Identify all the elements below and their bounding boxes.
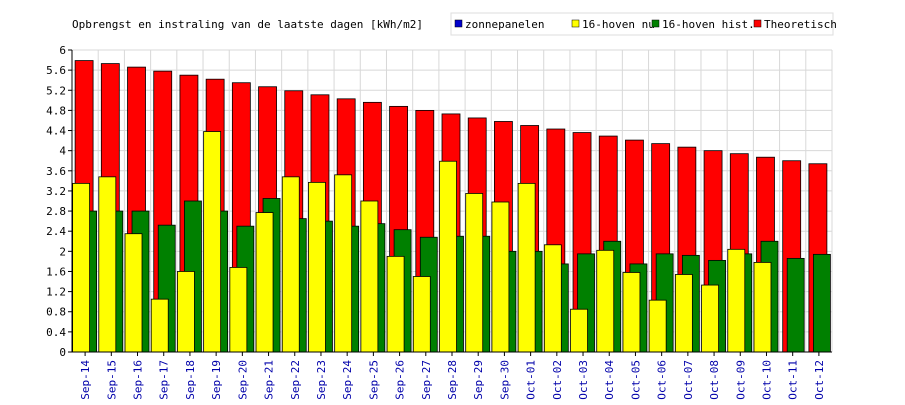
x-tick-label: Oct-11 [787, 360, 800, 400]
bar-16-hoven-nu [124, 233, 143, 353]
y-tick-labels: 0 0.4 0.8 1.2 1.6 2 2.4 2.8 3.2 3.6 4 4.4 4.8 5.2 5.6 6 [46, 44, 66, 359]
x-tick-label: Sep-15 [105, 360, 118, 400]
y-tick-label: 5.6 [46, 64, 66, 77]
bar-16-hoven-nu [674, 274, 693, 353]
bars [72, 60, 831, 353]
bar-16-hoven-nu [308, 181, 326, 353]
x-tick-label: Sep-19 [210, 360, 223, 400]
legend-label-16-hoven-nu: 16-hoven nu [582, 18, 655, 31]
x-tick-label: Oct-01 [525, 360, 538, 400]
bar-16-hoven-nu [543, 244, 562, 353]
bar-16-hoven-nu [229, 267, 248, 353]
legend-box [450, 12, 834, 36]
x-tick-label: Sep-27 [420, 360, 433, 400]
y-tick-label: 0 [59, 346, 66, 359]
bar-16-hoven-nu [465, 193, 484, 353]
y-tick-label: 0.4 [46, 326, 66, 339]
x-tick-label: Oct-08 [708, 360, 721, 400]
x-tick-label: Oct-10 [760, 360, 773, 400]
bar-16-hoven-nu [177, 271, 195, 353]
x-tick-label: Oct-09 [734, 360, 747, 400]
x-tick-label: Sep-28 [446, 360, 459, 400]
bar-16-hoven-nu [596, 249, 615, 353]
legend: zonnepanelen 16-hoven nu 16-hoven hist. … [450, 12, 837, 36]
bar-16-hoven-nu [203, 131, 222, 353]
y-tick-label: 6 [59, 44, 66, 57]
x-tick-label: Sep-18 [184, 360, 197, 400]
x-tick-label: Oct-06 [656, 360, 669, 400]
bar-16-hoven-nu [701, 284, 719, 353]
y-tick-label: 2 [59, 245, 66, 258]
y-tick-label: 1.6 [46, 265, 66, 278]
bar-16-hoven-nu [753, 262, 772, 353]
x-tick-label: Sep-30 [498, 360, 511, 400]
legend-swatch-16-hoven-nu [571, 19, 580, 28]
legend-swatch-16-hoven-hist [651, 19, 660, 28]
bar-16-hoven-nu [255, 212, 274, 353]
x-tick-label: Oct-02 [551, 360, 564, 400]
x-tick-label: Sep-29 [472, 360, 485, 400]
x-tick-label: Oct-05 [629, 360, 642, 400]
bar-16-hoven-nu [439, 160, 457, 353]
x-tick-label: Sep-22 [289, 360, 302, 400]
bar-16-hoven-nu [517, 182, 536, 353]
chart-title: Opbrengst en instraling van de laatste d… [72, 18, 423, 31]
y-tick-label: 3.2 [46, 185, 66, 198]
bar-16-hoven-nu [334, 174, 353, 353]
x-tick-label: Oct-12 [813, 360, 826, 400]
bar-16-hoven-hist [812, 253, 831, 353]
y-tick-label: 0.8 [46, 306, 66, 319]
bar-16-hoven-nu [622, 272, 641, 353]
x-tick-label: Sep-14 [79, 360, 92, 400]
y-tick-label: 5.2 [46, 84, 66, 97]
y-tick-label: 4 [59, 145, 66, 158]
legend-swatch-zonnepanelen [454, 19, 463, 28]
bar-16-hoven-nu [491, 201, 510, 353]
bar-16-hoven-nu [412, 276, 431, 353]
legend-label-zonnepanelen: zonnepanelen [465, 18, 544, 31]
legend-swatch-theoretisch [753, 19, 762, 28]
x-tick-label: Sep-23 [315, 360, 328, 400]
x-tick-label: Oct-03 [577, 360, 590, 400]
x-tick-label: Sep-24 [341, 360, 354, 400]
bar-16-hoven-nu [727, 248, 746, 353]
bar-16-hoven-nu [648, 299, 667, 353]
y-tick-label: 4.8 [46, 104, 66, 117]
x-tick-label: Oct-07 [682, 360, 695, 400]
y-tick-label: 4.4 [46, 125, 66, 138]
legend-label-theoretisch: Theoretisch [764, 18, 837, 31]
bar-16-hoven-nu [360, 200, 379, 353]
x-tick-label: Sep-17 [158, 360, 171, 400]
x-tick-labels: Sep-14 Sep-15 Sep-16 Sep-17 Sep-18 Sep-19 Sep-… [79, 360, 826, 400]
y-tick-label: 3.6 [46, 165, 66, 178]
bar-16-hoven-hist [786, 257, 805, 353]
y-tick-label: 2.8 [46, 205, 66, 218]
x-tick-label: Sep-26 [394, 360, 407, 400]
x-tick-label: Sep-21 [263, 360, 276, 400]
x-tick-label: Oct-04 [603, 360, 616, 400]
bar-16-hoven-nu [98, 176, 117, 353]
bar-16-hoven-nu [281, 176, 300, 353]
y-tick-label: 1.2 [46, 286, 66, 299]
axes [68, 49, 832, 356]
bar-16-hoven-nu [150, 298, 169, 353]
bar-16-hoven-nu [570, 308, 588, 353]
legend-label-16-hoven-hist: 16-hoven hist. [662, 18, 755, 31]
x-tick-label: Sep-16 [132, 360, 145, 400]
bar-16-hoven-nu [72, 182, 91, 353]
bar-16-hoven-nu [386, 255, 405, 353]
x-tick-label: Sep-25 [367, 360, 380, 400]
x-tick-label: Sep-20 [236, 360, 249, 400]
y-tick-label: 2.4 [46, 225, 66, 238]
